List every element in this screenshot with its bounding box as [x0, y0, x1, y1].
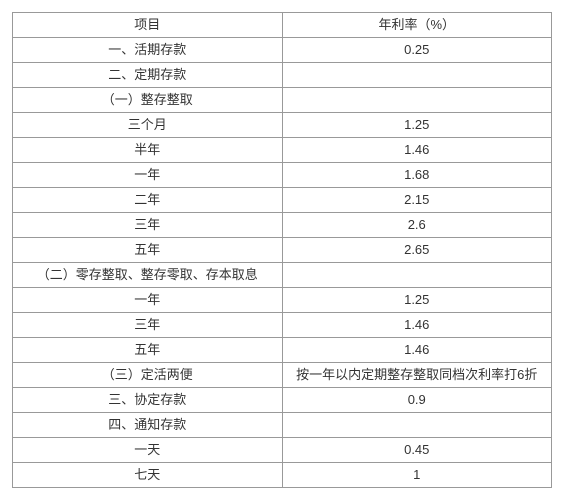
cell-item: 三、协定存款 — [13, 388, 283, 413]
table-row: 二年 2.15 — [13, 188, 552, 213]
table-row: 一年 1.68 — [13, 163, 552, 188]
table-row: 五年 2.65 — [13, 238, 552, 263]
cell-item: 五年 — [13, 338, 283, 363]
table-row: 一年 1.25 — [13, 288, 552, 313]
table-row: 一、活期存款 0.25 — [13, 38, 552, 63]
cell-rate: 0.9 — [282, 388, 552, 413]
table-row: 一天 0.45 — [13, 438, 552, 463]
table-row: （二）零存整取、整存零取、存本取息 — [13, 263, 552, 288]
table-body: 一、活期存款 0.25 二、定期存款 （一）整存整取 三个月 1.25 半年 1… — [13, 38, 552, 488]
table-row: 三个月 1.25 — [13, 113, 552, 138]
cell-rate: 2.6 — [282, 213, 552, 238]
cell-rate: 1.46 — [282, 338, 552, 363]
header-rate: 年利率（%） — [282, 13, 552, 38]
cell-rate — [282, 63, 552, 88]
cell-rate: 1.25 — [282, 113, 552, 138]
cell-item: （三）定活两便 — [13, 363, 283, 388]
cell-item: 三个月 — [13, 113, 283, 138]
cell-item: 二、定期存款 — [13, 63, 283, 88]
cell-rate: 按一年以内定期整存整取同档次利率打6折 — [282, 363, 552, 388]
table-row: 三、协定存款 0.9 — [13, 388, 552, 413]
table-row: 三年 2.6 — [13, 213, 552, 238]
cell-item: 一年 — [13, 163, 283, 188]
cell-rate: 1.68 — [282, 163, 552, 188]
cell-item: 三年 — [13, 213, 283, 238]
cell-rate: 2.65 — [282, 238, 552, 263]
cell-item: 三年 — [13, 313, 283, 338]
cell-rate: 1.46 — [282, 313, 552, 338]
table-row: 五年 1.46 — [13, 338, 552, 363]
cell-item: （一）整存整取 — [13, 88, 283, 113]
cell-rate — [282, 413, 552, 438]
cell-item: 四、通知存款 — [13, 413, 283, 438]
cell-item: 二年 — [13, 188, 283, 213]
table-row: （三）定活两便 按一年以内定期整存整取同档次利率打6折 — [13, 363, 552, 388]
cell-item: （二）零存整取、整存零取、存本取息 — [13, 263, 283, 288]
cell-item: 一天 — [13, 438, 283, 463]
table-row: 三年 1.46 — [13, 313, 552, 338]
cell-item: 七天 — [13, 463, 283, 488]
cell-rate: 1.25 — [282, 288, 552, 313]
cell-rate: 1 — [282, 463, 552, 488]
cell-item: 五年 — [13, 238, 283, 263]
cell-rate: 0.25 — [282, 38, 552, 63]
cell-rate: 1.46 — [282, 138, 552, 163]
table-row: （一）整存整取 — [13, 88, 552, 113]
cell-item: 一年 — [13, 288, 283, 313]
cell-rate: 0.45 — [282, 438, 552, 463]
table-header-row: 项目 年利率（%） — [13, 13, 552, 38]
cell-item: 半年 — [13, 138, 283, 163]
table-row: 二、定期存款 — [13, 63, 552, 88]
cell-rate: 2.15 — [282, 188, 552, 213]
cell-rate — [282, 263, 552, 288]
cell-rate — [282, 88, 552, 113]
interest-rate-table: 项目 年利率（%） 一、活期存款 0.25 二、定期存款 （一）整存整取 三个月… — [12, 12, 552, 488]
cell-item: 一、活期存款 — [13, 38, 283, 63]
table-row: 七天 1 — [13, 463, 552, 488]
header-item: 项目 — [13, 13, 283, 38]
table-row: 四、通知存款 — [13, 413, 552, 438]
table-row: 半年 1.46 — [13, 138, 552, 163]
